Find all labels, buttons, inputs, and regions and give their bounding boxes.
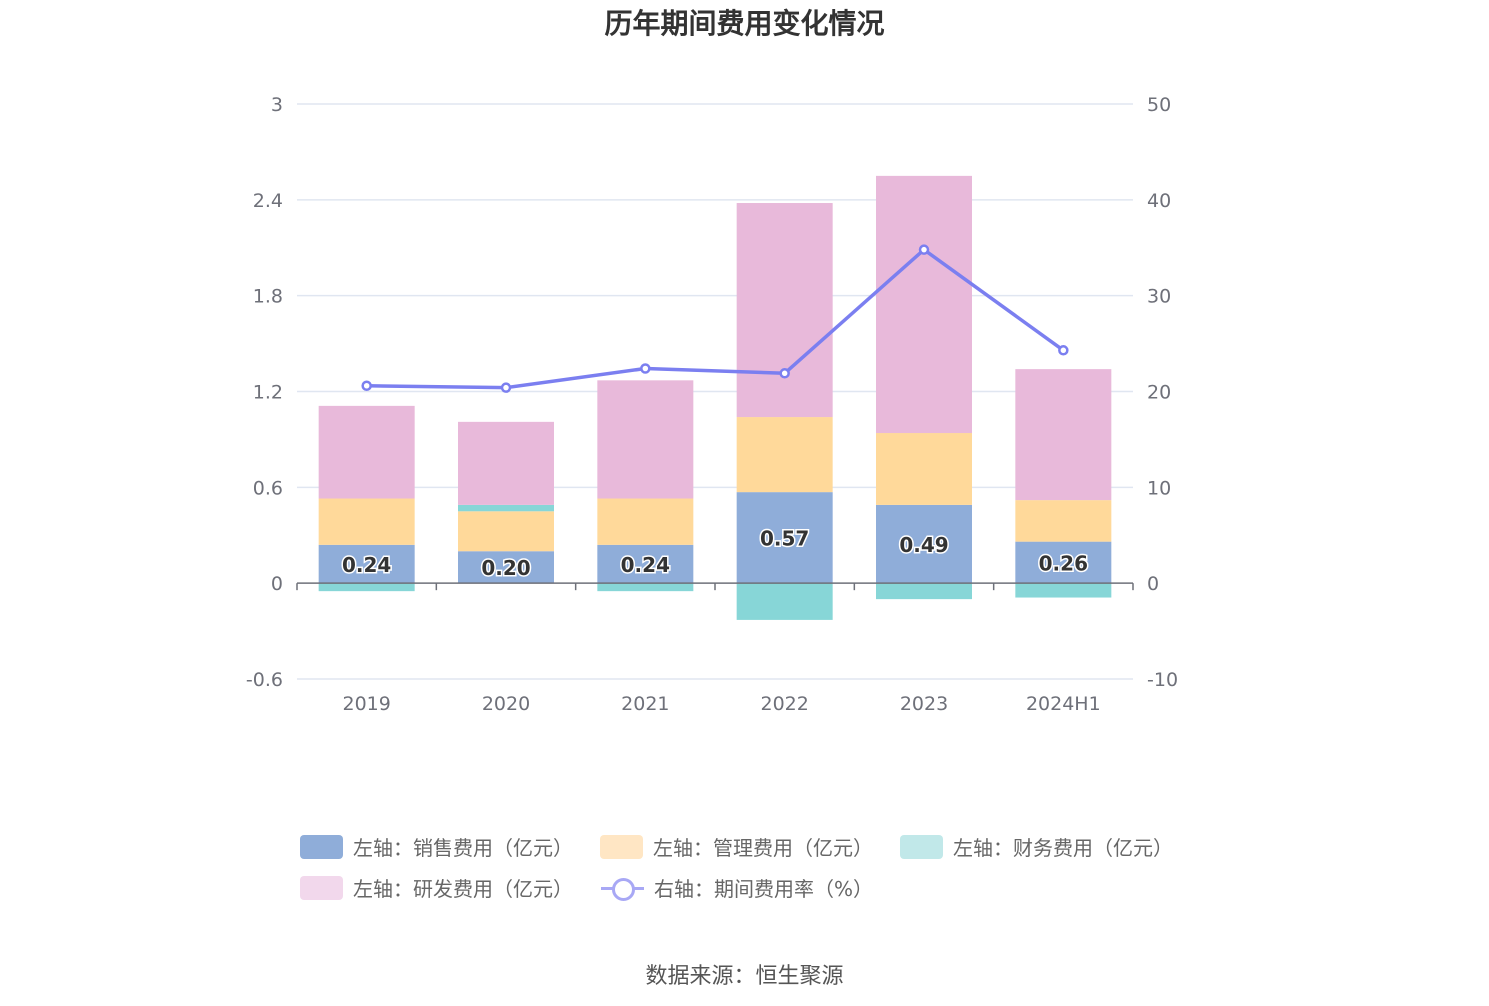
x-tick-label: 2024H1 <box>1026 693 1101 715</box>
bar-segment <box>876 583 972 600</box>
y-right-tick-label: 30 <box>1147 286 1171 308</box>
legend-swatch <box>900 834 943 859</box>
x-tick-label: 2022 <box>760 693 808 715</box>
rate-line <box>366 247 1065 390</box>
labels-layer: 0.24 0.20 0.24 0.57 0.49 0.26 <box>340 525 1089 582</box>
bar-segment <box>1015 369 1112 501</box>
legend-item-sales[interactable]: 左轴：销售费用（亿元） <box>300 832 600 861</box>
y-right-tick-label: 40 <box>1147 190 1171 212</box>
data-label: 0.24 <box>621 553 670 577</box>
axis-layer: 3 50 2.4 40 1.8 30 1.2 20 0.6 10 0 0 -0.6 -10 2019 2020… <box>246 94 1178 715</box>
bar-segment <box>876 504 972 584</box>
legend-label: 右轴：期间费用率（%） <box>654 877 874 901</box>
bar-segment <box>597 544 694 584</box>
legend-label: 左轴：管理费用（亿元） <box>653 836 873 860</box>
data-label: 0.20 <box>481 556 530 580</box>
legend: 左轴：销售费用（亿元） 左轴：管理费用（亿元） 左轴：财务费用（亿元） 左轴：研… <box>300 826 1200 908</box>
y-left-tick-label: 3 <box>271 94 283 116</box>
data-label: 0.49 <box>899 533 948 557</box>
rate-point <box>918 244 930 255</box>
bar-segment <box>736 203 833 418</box>
bars-layer <box>318 175 1112 620</box>
x-tick-label: 2020 <box>482 693 530 715</box>
stacked-bar-line-chart: 0.24 0.20 0.24 0.57 0.49 0.26 3 50 2.4 40 1.8 30 1.… <box>246 94 1178 715</box>
y-left-tick-label: 2.4 <box>253 190 283 212</box>
data-label: 0.57 <box>760 527 809 551</box>
bar-segment <box>736 583 833 620</box>
bar-segment <box>1015 500 1112 542</box>
legend-swatch <box>600 834 643 859</box>
y-right-tick-label: 0 <box>1147 573 1159 595</box>
bar-segment <box>458 551 554 584</box>
bar-segment <box>458 421 554 505</box>
legend-swatch <box>300 834 343 859</box>
legend-swatch <box>300 875 343 900</box>
y-left-tick-label: 1.8 <box>253 286 283 308</box>
bar-segment <box>736 492 833 584</box>
rate-point <box>361 380 372 391</box>
y-right-tick-label: 10 <box>1147 477 1171 499</box>
bar-segment <box>458 504 554 512</box>
bar-segment <box>318 583 415 592</box>
y-right-tick-label: 20 <box>1147 382 1171 404</box>
rate-point <box>1058 345 1069 356</box>
bar-segment <box>597 583 694 592</box>
bar-segment <box>876 433 972 505</box>
bar-segment <box>318 498 415 545</box>
y-left-tick-label: 0 <box>271 573 283 595</box>
bar-segment <box>318 544 415 584</box>
data-label: 0.26 <box>1039 551 1088 575</box>
y-left-tick-label: 0.6 <box>253 477 283 499</box>
legend-item-admin[interactable]: 左轴：管理费用（亿元） <box>600 832 900 861</box>
x-tick-label: 2023 <box>900 693 948 715</box>
legend-label: 左轴：销售费用（亿元） <box>353 836 573 860</box>
y-right-tick-label: -10 <box>1147 669 1178 691</box>
rate-point <box>640 363 651 374</box>
legend-item-rnd[interactable]: 左轴：研发费用（亿元） <box>300 873 601 902</box>
legend-line-icon <box>601 876 644 901</box>
data-source: 数据来源：恒生聚源 <box>645 964 844 989</box>
rate-point <box>779 368 790 379</box>
grid-layer <box>297 103 1133 680</box>
bar-segment <box>1015 541 1112 584</box>
y-right-tick-label: 50 <box>1147 94 1171 116</box>
x-tick-label: 2021 <box>621 693 669 715</box>
legend-item-rate[interactable]: 右轴：期间费用率（%） <box>601 873 902 902</box>
data-label: 0.24 <box>342 553 391 577</box>
legend-item-finance[interactable]: 左轴：财务费用（亿元） <box>900 832 1200 861</box>
legend-label: 左轴：财务费用（亿元） <box>953 836 1173 860</box>
line-layer <box>361 244 1069 393</box>
bar-segment <box>1015 583 1112 598</box>
chart-title: 历年期间费用变化情况 <box>604 7 885 40</box>
y-left-tick-label: -0.6 <box>246 669 283 691</box>
bar-segment <box>318 405 415 499</box>
bar-segment <box>736 417 833 493</box>
bar-segment <box>876 175 972 434</box>
x-tick-label: 2019 <box>342 693 390 715</box>
legend-label: 左轴：研发费用（亿元） <box>353 877 573 901</box>
bar-segment <box>597 498 694 545</box>
rate-point <box>500 382 512 393</box>
bar-segment <box>458 511 554 552</box>
y-left-tick-label: 1.2 <box>253 382 283 404</box>
bar-segment <box>597 380 694 499</box>
